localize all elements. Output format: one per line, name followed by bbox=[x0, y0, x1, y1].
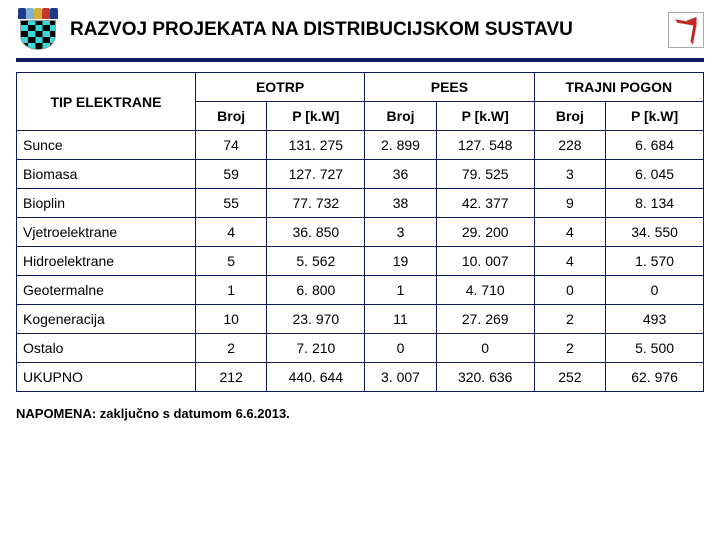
table-row: Bioplin5577. 7323842. 37798. 134 bbox=[17, 189, 704, 218]
table-cell: 252 bbox=[534, 363, 606, 392]
table-row: Kogeneracija1023. 9701127. 2692493 bbox=[17, 305, 704, 334]
table-cell: 2. 899 bbox=[365, 131, 437, 160]
table-cell: 7. 210 bbox=[267, 334, 365, 363]
row-label: Biomasa bbox=[17, 160, 196, 189]
power-plants-table: TIP ELEKTRANE EOTRP PEES TRAJNI POGON Br… bbox=[16, 72, 704, 392]
table-cell: 10. 007 bbox=[436, 247, 534, 276]
arrow-logo-icon bbox=[668, 12, 704, 48]
table-cell: 4 bbox=[534, 247, 606, 276]
table-cell: 5. 500 bbox=[606, 334, 704, 363]
table-cell: 38 bbox=[365, 189, 437, 218]
table-cell: 3. 007 bbox=[365, 363, 437, 392]
table-cell: 3 bbox=[534, 160, 606, 189]
table-cell: 131. 275 bbox=[267, 131, 365, 160]
table-cell: 0 bbox=[534, 276, 606, 305]
table-cell: 1. 570 bbox=[606, 247, 704, 276]
table-cell: 19 bbox=[365, 247, 437, 276]
row-label: Hidroelektrane bbox=[17, 247, 196, 276]
table-cell: 79. 525 bbox=[436, 160, 534, 189]
table-cell: 74 bbox=[195, 131, 267, 160]
sub-header-broj: Broj bbox=[195, 102, 267, 131]
table-cell: 5 bbox=[195, 247, 267, 276]
table-cell: 3 bbox=[365, 218, 437, 247]
table-cell: 42. 377 bbox=[436, 189, 534, 218]
table-cell: 9 bbox=[534, 189, 606, 218]
table-cell: 55 bbox=[195, 189, 267, 218]
group-header-pees: PEES bbox=[365, 73, 534, 102]
row-label: Geotermalne bbox=[17, 276, 196, 305]
table-row: Vjetroelektrane436. 850329. 200434. 550 bbox=[17, 218, 704, 247]
group-header-eotrp: EOTRP bbox=[195, 73, 364, 102]
row-label: Kogeneracija bbox=[17, 305, 196, 334]
table-cell: 1 bbox=[365, 276, 437, 305]
sub-header-broj: Broj bbox=[365, 102, 437, 131]
table-cell: 6. 800 bbox=[267, 276, 365, 305]
table-cell: 4 bbox=[195, 218, 267, 247]
table-cell: 36 bbox=[365, 160, 437, 189]
sub-header-p: P [k.W] bbox=[436, 102, 534, 131]
table-cell: 4 bbox=[534, 218, 606, 247]
table-corner-header: TIP ELEKTRANE bbox=[17, 73, 196, 131]
table-row: Sunce74131. 2752. 899127. 5482286. 684 bbox=[17, 131, 704, 160]
table-cell: 6. 684 bbox=[606, 131, 704, 160]
table-cell: 228 bbox=[534, 131, 606, 160]
table-row: Ostalo27. 2100025. 500 bbox=[17, 334, 704, 363]
table-row: Hidroelektrane55. 5621910. 00741. 570 bbox=[17, 247, 704, 276]
table-cell: 11 bbox=[365, 305, 437, 334]
table-row: Geotermalne16. 80014. 71000 bbox=[17, 276, 704, 305]
table-cell: 2 bbox=[195, 334, 267, 363]
table-cell: 0 bbox=[606, 276, 704, 305]
row-label: Vjetroelektrane bbox=[17, 218, 196, 247]
table-cell: 62. 976 bbox=[606, 363, 704, 392]
table-cell: 320. 636 bbox=[436, 363, 534, 392]
table-cell: 2 bbox=[534, 305, 606, 334]
row-label: Ostalo bbox=[17, 334, 196, 363]
table-cell: 0 bbox=[365, 334, 437, 363]
table-cell: 127. 548 bbox=[436, 131, 534, 160]
sub-header-broj: Broj bbox=[534, 102, 606, 131]
table-cell: 127. 727 bbox=[267, 160, 365, 189]
row-label: Sunce bbox=[17, 131, 196, 160]
table-cell: 6. 045 bbox=[606, 160, 704, 189]
table-cell: 440. 644 bbox=[267, 363, 365, 392]
header: RAZVOJ PROJEKATA NA DISTRIBUCIJSKOM SUST… bbox=[16, 8, 704, 52]
table-cell: 36. 850 bbox=[267, 218, 365, 247]
footnote: NAPOMENA: zaključno s datumom 6.6.2013. bbox=[16, 406, 704, 421]
table-row: UKUPNO212440. 6443. 007320. 63625262. 97… bbox=[17, 363, 704, 392]
table-cell: 0 bbox=[436, 334, 534, 363]
table-cell: 1 bbox=[195, 276, 267, 305]
table-cell: 29. 200 bbox=[436, 218, 534, 247]
sub-header-p: P [k.W] bbox=[606, 102, 704, 131]
table-cell: 5. 562 bbox=[267, 247, 365, 276]
row-label: Bioplin bbox=[17, 189, 196, 218]
page-title: RAZVOJ PROJEKATA NA DISTRIBUCIJSKOM SUST… bbox=[70, 19, 658, 41]
table-row: Biomasa59127. 7273679. 52536. 045 bbox=[17, 160, 704, 189]
sub-header-p: P [k.W] bbox=[267, 102, 365, 131]
table-cell: 10 bbox=[195, 305, 267, 334]
table-cell: 493 bbox=[606, 305, 704, 334]
row-label: UKUPNO bbox=[17, 363, 196, 392]
table-cell: 2 bbox=[534, 334, 606, 363]
table-cell: 77. 732 bbox=[267, 189, 365, 218]
group-header-trajni: TRAJNI POGON bbox=[534, 73, 703, 102]
table-cell: 59 bbox=[195, 160, 267, 189]
table-cell: 23. 970 bbox=[267, 305, 365, 334]
divider bbox=[16, 58, 704, 62]
table-cell: 8. 134 bbox=[606, 189, 704, 218]
table-cell: 212 bbox=[195, 363, 267, 392]
table-cell: 4. 710 bbox=[436, 276, 534, 305]
table-cell: 27. 269 bbox=[436, 305, 534, 334]
table-cell: 34. 550 bbox=[606, 218, 704, 247]
coat-of-arms-icon bbox=[16, 8, 60, 52]
